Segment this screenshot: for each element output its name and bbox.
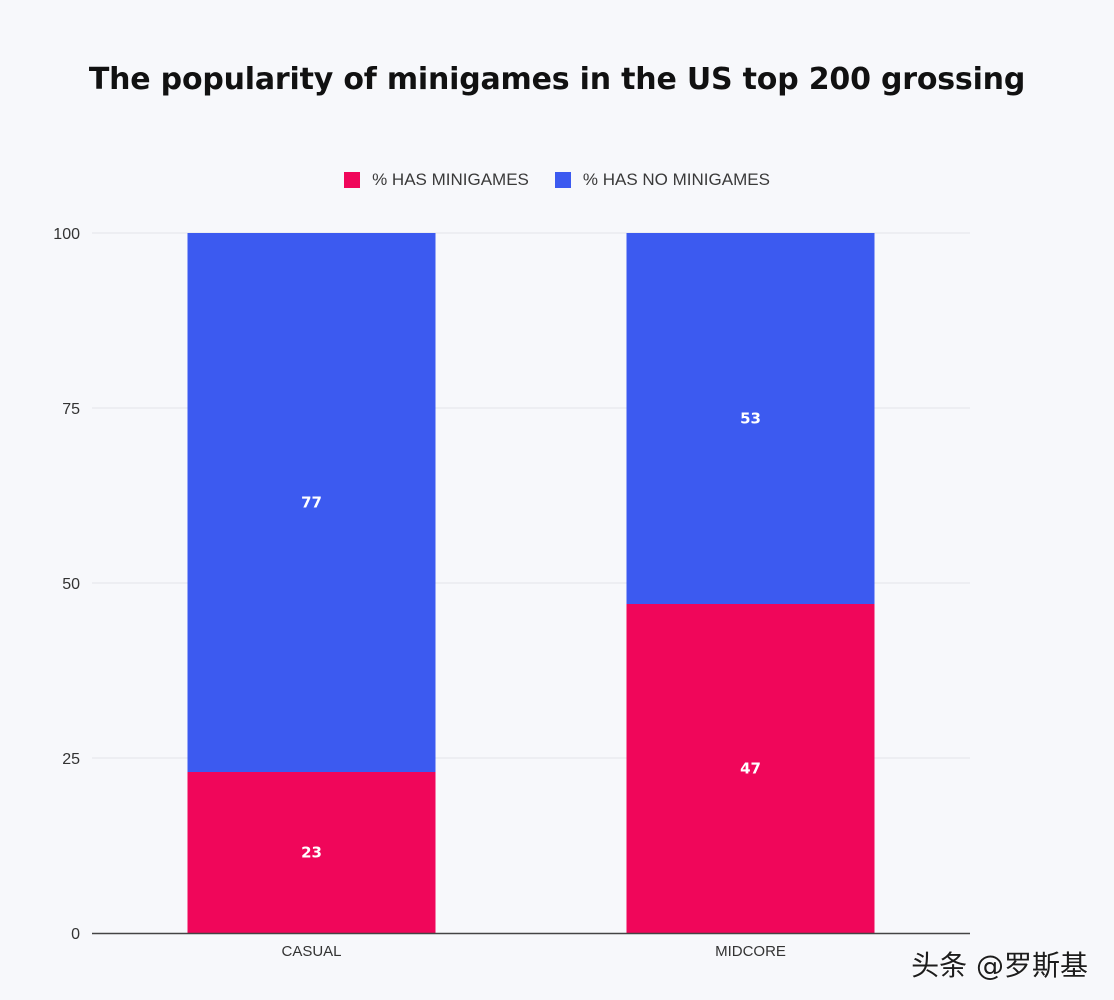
bar-casual-series-1: [187, 233, 436, 772]
y-tick-label-75: 75: [62, 401, 80, 418]
watermark-text: 头条 @罗斯基: [911, 949, 1088, 982]
x-tick-label-midcore: MIDCORE: [715, 943, 786, 960]
bar-midcore-series-1: [626, 233, 875, 604]
y-tick-label-50: 50: [62, 576, 80, 593]
y-tick-label-25: 25: [62, 751, 80, 768]
y-tick-label-0: 0: [71, 926, 80, 943]
chart-title: The popularity of minigames in the US to…: [88, 62, 1026, 97]
data-label-midcore-series-0: 47: [740, 760, 761, 778]
legend-swatch-has-minigames: [344, 172, 361, 188]
legend-label-has-minigames: % HAS MINIGAMES: [372, 170, 529, 189]
legend-swatch-has-no-minigames: [554, 172, 571, 188]
bar-midcore-series-0: [626, 604, 875, 933]
bar-casual-series-0: [187, 772, 436, 933]
x-tick-label-casual: CASUAL: [281, 943, 341, 960]
chart-legend: % HAS MINIGAMES % HAS NO MINIGAMES: [0, 170, 1114, 190]
legend-label-has-no-minigames: % HAS NO MINIGAMES: [582, 170, 770, 189]
legend-item-has-no-minigames: % HAS NO MINIGAMES: [554, 170, 770, 190]
data-label-casual-series-0: 23: [301, 844, 322, 862]
y-tick-label-100: 100: [53, 226, 80, 243]
data-label-casual-series-1: 77: [301, 494, 322, 512]
legend-item-has-minigames: % HAS MINIGAMES: [344, 170, 529, 190]
data-label-midcore-series-1: 53: [740, 410, 761, 428]
